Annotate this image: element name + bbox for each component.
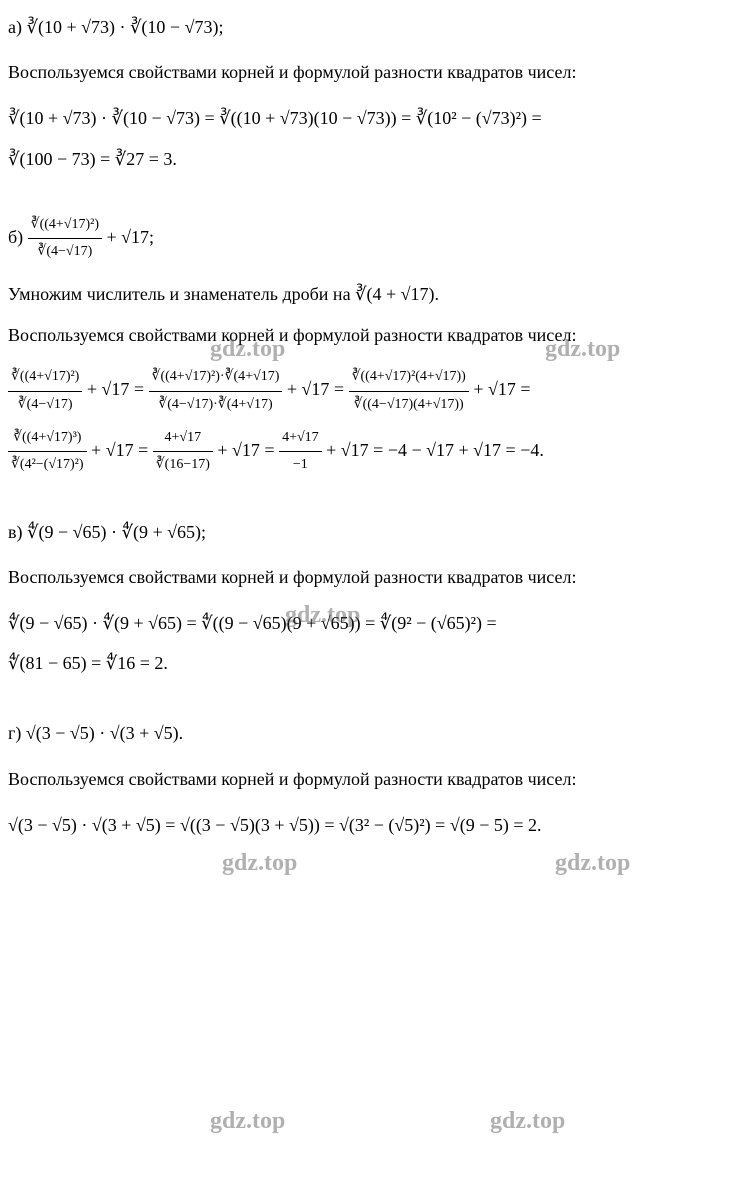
tail-b3: + √17 = — [473, 380, 530, 400]
problem-a: а) ∛(10 + √73) · ∛(10 − √73); Воспользуе… — [8, 10, 737, 176]
frac-b1-num: ∛((4+√17)²) — [8, 364, 82, 392]
tail-b6: + √17 = −4 − √17 + √17 = −4. — [326, 440, 544, 460]
label-c: в) — [8, 522, 23, 542]
label-d: г) — [8, 723, 21, 743]
solution-c-2: ∜(81 − 65) = ∜16 = 2. — [8, 646, 737, 680]
problem-b: б) ∛((4+√17)²) ∛(4−√17) + √17; Умножим ч… — [8, 212, 737, 479]
problem-d: г) √(3 − √5) · √(3 + √5). Воспользуемся … — [8, 716, 737, 842]
frac-b1: ∛((4+√17)²) ∛(4−√17) — [8, 364, 82, 418]
watermark-text: gdz.top — [490, 1108, 565, 1135]
expr-d: √(3 − √5) · √(3 + √5). — [26, 723, 183, 743]
mid-b1: + √17 = — [87, 380, 149, 400]
solution-a-2: ∛(100 − 73) = ∛27 = 3. — [8, 142, 737, 176]
mid-b2: + √17 = — [287, 380, 349, 400]
solution-a-1: ∛(10 + √73) · ∛(10 − √73) = ∛((10 + √73)… — [8, 101, 737, 135]
watermark-text: gdz.top — [555, 850, 630, 877]
label-b: б) — [8, 227, 23, 247]
intro-c: Воспользуемся свойствами корней и формул… — [8, 565, 737, 590]
frac-b6-num: 4+√17 — [279, 425, 322, 453]
problem-d-header: г) √(3 − √5) · √(3 + √5). — [8, 716, 737, 750]
expr-b-tail: + √17; — [107, 227, 155, 247]
frac-b3-den: ∛((4−√17)(4+√17)) — [349, 392, 469, 419]
frac-b3-num: ∛((4+√17)²(4+√17)) — [349, 364, 469, 392]
frac-b5: 4+√17 ∛(16−17) — [153, 425, 213, 479]
frac-b2: ∛((4+√17)²)·∛(4+√17) ∛(4−√17)·∛(4+√17) — [149, 364, 283, 418]
frac-b5-den: ∛(16−17) — [153, 452, 213, 479]
expr-a: ∛(10 + √73) · ∛(10 − √73); — [26, 17, 223, 37]
frac-b6: 4+√17 −1 — [279, 425, 322, 479]
frac-b4: ∛((4+√17)³) ∛(4²−(√17)²) — [8, 425, 87, 479]
frac-b3: ∛((4+√17)²(4+√17)) ∛((4−√17)(4+√17)) — [349, 364, 469, 418]
watermark-text: gdz.top — [222, 850, 297, 877]
hint-b: Умножим числитель и знаменатель дроби на… — [8, 282, 737, 307]
frac-b6-den: −1 — [279, 452, 322, 479]
solution-b-2: ∛((4+√17)³) ∛(4²−(√17)²) + √17 = 4+√17 ∛… — [8, 425, 737, 479]
problem-c-header: в) ∜(9 − √65) · ∜(9 + √65); — [8, 515, 737, 549]
expr-c: ∜(9 − √65) · ∜(9 + √65); — [27, 522, 206, 542]
mid-b4: + √17 = — [91, 440, 153, 460]
frac-b-num: ∛((4+√17)²) — [28, 212, 102, 240]
intro-a: Воспользуемся свойствами корней и формул… — [8, 60, 737, 85]
frac-b2-num: ∛((4+√17)²)·∛(4+√17) — [149, 364, 283, 392]
frac-b-den: ∛(4−√17) — [28, 239, 102, 266]
watermark-text: gdz.top — [210, 1108, 285, 1135]
label-a: а) — [8, 17, 22, 37]
frac-b-main: ∛((4+√17)²) ∛(4−√17) — [28, 212, 102, 266]
solution-b-1: ∛((4+√17)²) ∛(4−√17) + √17 = ∛((4+√17)²)… — [8, 364, 737, 418]
mid-b5: + √17 = — [217, 440, 279, 460]
intro-d: Воспользуемся свойствами корней и формул… — [8, 767, 737, 792]
problem-c: в) ∜(9 − √65) · ∜(9 + √65); Воспользуемс… — [8, 515, 737, 681]
solution-c-1: ∜(9 − √65) · ∜(9 + √65) = ∜((9 − √65)(9 … — [8, 606, 737, 640]
frac-b2-den: ∛(4−√17)·∛(4+√17) — [149, 392, 283, 419]
solution-d-1: √(3 − √5) · √(3 + √5) = √((3 − √5)(3 + √… — [8, 808, 737, 842]
frac-b4-den: ∛(4²−(√17)²) — [8, 452, 87, 479]
problem-b-header: б) ∛((4+√17)²) ∛(4−√17) + √17; — [8, 212, 737, 266]
frac-b5-num: 4+√17 — [153, 425, 213, 453]
frac-b4-num: ∛((4+√17)³) — [8, 425, 87, 453]
intro-b: Воспользуемся свойствами корней и формул… — [8, 323, 737, 348]
problem-a-header: а) ∛(10 + √73) · ∛(10 − √73); — [8, 10, 737, 44]
frac-b1-den: ∛(4−√17) — [8, 392, 82, 419]
